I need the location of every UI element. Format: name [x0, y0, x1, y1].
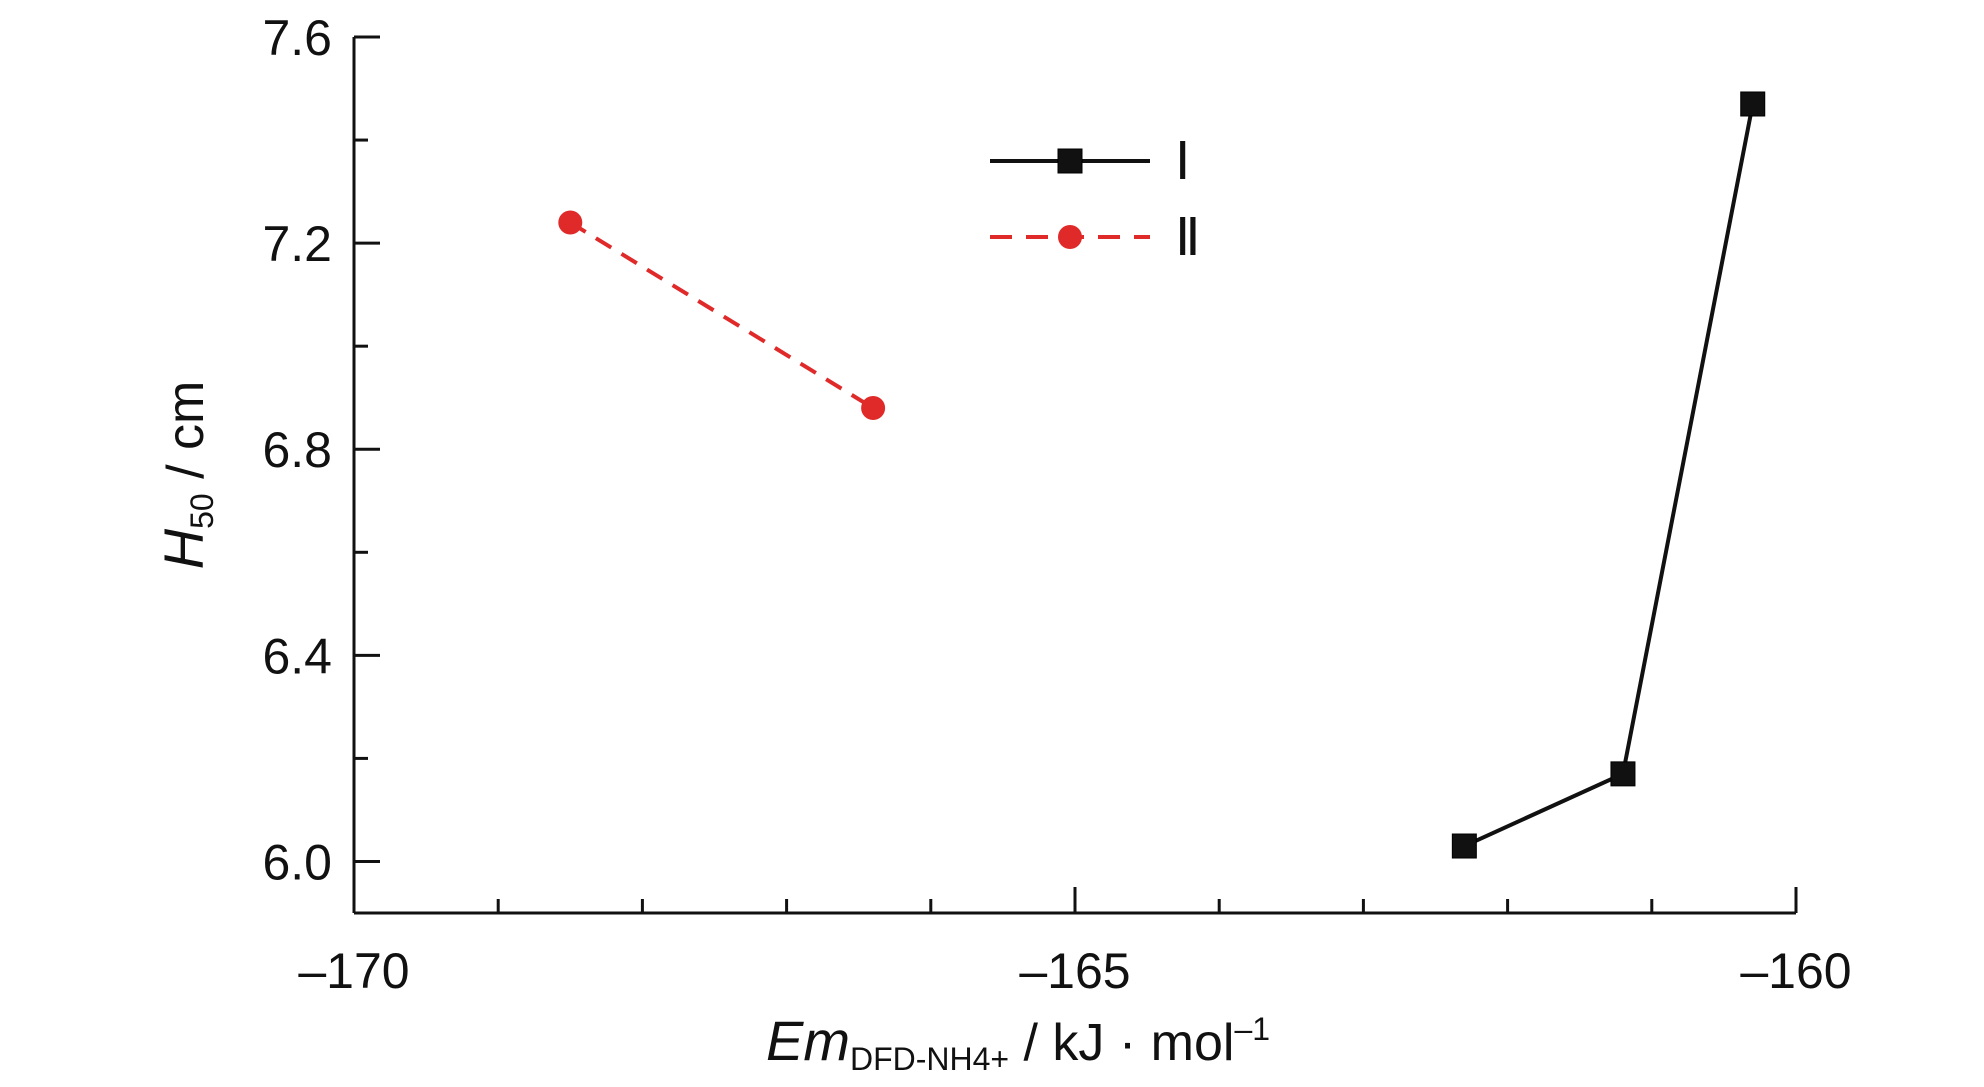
series-1 — [1451, 91, 1766, 859]
legend-marker-2 — [1058, 225, 1082, 249]
series-1-point — [1451, 833, 1477, 859]
x-tick-label: –165 — [1019, 943, 1130, 999]
series-1-point — [1610, 761, 1636, 787]
series-layer — [558, 91, 1766, 859]
series-1-line — [1463, 103, 1755, 848]
x-tick-label: –170 — [298, 943, 409, 999]
x-axis-title: EmDFD-NH4+ / kJ · mol–1 — [766, 1009, 1270, 1077]
series-2-point — [861, 396, 886, 421]
y-tick-label: 7.2 — [262, 216, 332, 272]
y-tick-label: 7.6 — [262, 10, 332, 66]
y-tick-label: 6.4 — [262, 628, 332, 684]
y-tick-label: 6.8 — [262, 422, 332, 478]
legend: ⅠⅡ — [990, 133, 1201, 267]
series-1-point — [1740, 91, 1766, 117]
axes: –170 –165 –160 6.0 6.4 6.8 7.2 7.6 — [262, 10, 1851, 999]
y-tick-label: 6.0 — [262, 834, 332, 890]
legend-marker-1 — [1057, 148, 1083, 174]
y-axis-title: H50 / cm — [152, 381, 220, 570]
x-tick-label: –160 — [1740, 943, 1851, 999]
series-2-point — [558, 210, 583, 235]
series-2 — [558, 210, 886, 421]
legend-label-1: Ⅰ — [1175, 133, 1190, 191]
legend-label-2: Ⅱ — [1175, 209, 1201, 267]
series-2-line — [569, 220, 875, 410]
